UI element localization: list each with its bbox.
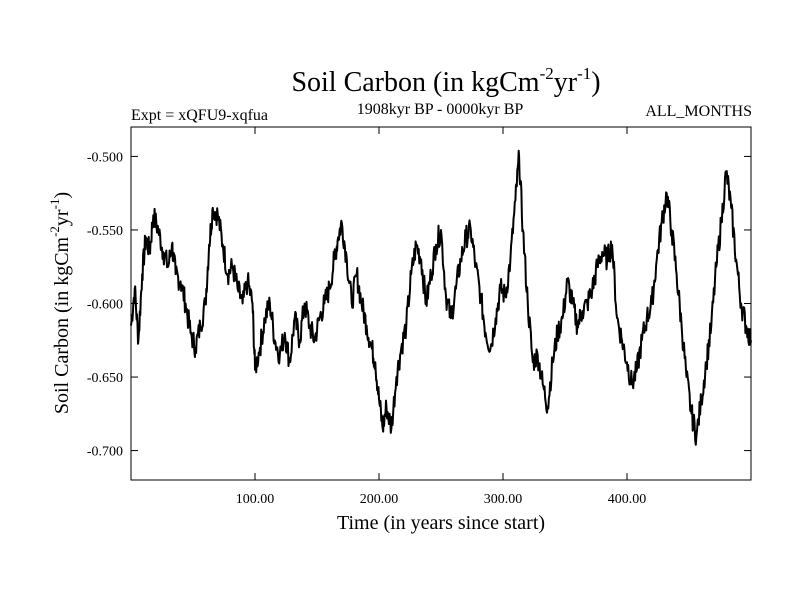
x-tick-label: 100.00 — [236, 492, 275, 507]
x-tick-label: 400.00 — [608, 492, 647, 507]
chart-title: Soil Carbon (in kgCm-2yr-1) — [291, 64, 600, 98]
x-tick-label: 300.00 — [484, 492, 523, 507]
x-axis-label: Time (in years since start) — [337, 512, 545, 534]
time-range-label: 1908kyr BP - 0000kyr BP — [357, 101, 524, 118]
x-tick-label: 200.00 — [360, 492, 399, 507]
y-axis-label: Soil Carbon (in kgCm-2yr-1) — [47, 192, 73, 414]
series-line-soil-carbon — [130, 149, 752, 446]
plot-frame — [130, 126, 752, 481]
y-tick-label: -0.500 — [87, 150, 123, 165]
experiment-label: Expt = xQFU9-xqfua — [131, 107, 268, 124]
x-axis: 100.00 200.00 300.00 400.00 — [236, 127, 647, 507]
months-label: ALL_MONTHS — [645, 103, 752, 120]
y-tick-label: -0.550 — [87, 224, 123, 239]
y-tick-label: -0.700 — [87, 445, 123, 460]
y-tick-label: -0.650 — [87, 371, 123, 386]
y-tick-label: -0.600 — [87, 298, 123, 313]
y-axis: -0.500 -0.550 -0.600 -0.650 -0.700 — [87, 150, 751, 460]
